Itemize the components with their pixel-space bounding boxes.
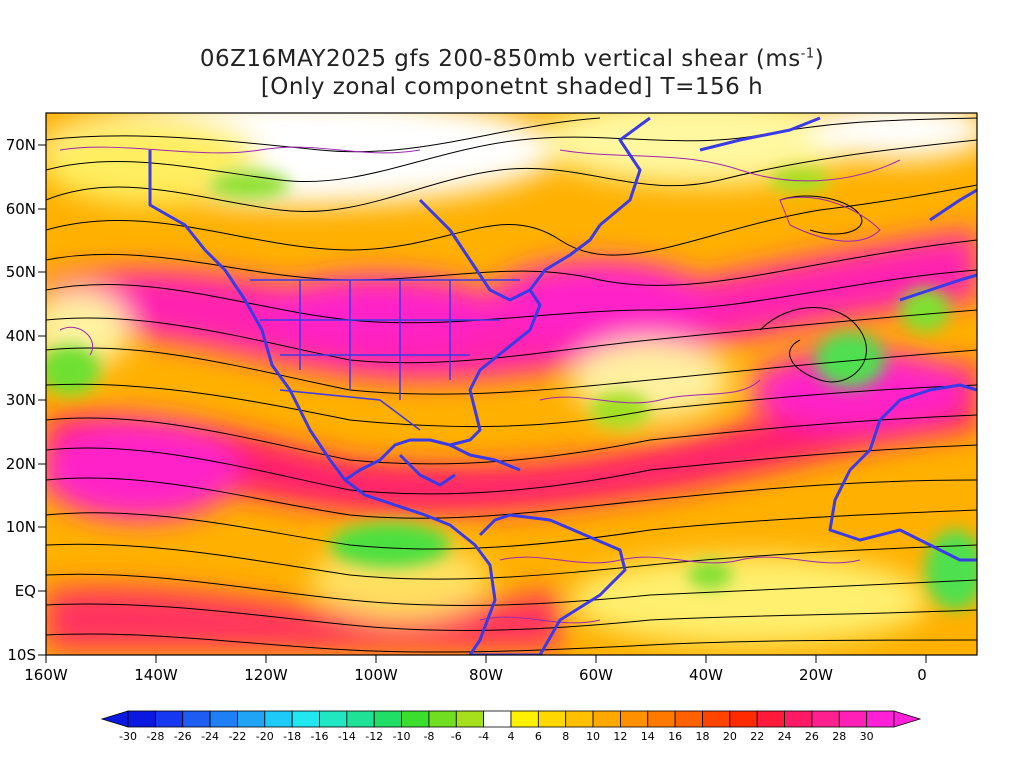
lon-label: 140W [134, 666, 178, 684]
lon-label: 100W [354, 666, 398, 684]
colorbar-label: -24 [201, 730, 219, 743]
colorbar-label: -6 [451, 730, 462, 743]
lat-label: 60N [6, 200, 36, 218]
title-line-2: [Only zonal componetnt shaded] T=156 h [260, 74, 764, 100]
lat-label: 10N [6, 518, 36, 536]
colorbar-label: 4 [508, 730, 515, 743]
colorbar-label: 16 [668, 730, 682, 743]
colorbar-label: -22 [228, 730, 246, 743]
colorbar-label: -10 [393, 730, 411, 743]
colorbar-swatch [811, 710, 840, 728]
colorbar-swatch [319, 710, 348, 728]
lat-label: 70N [6, 136, 36, 154]
colorbar-swatch [182, 710, 211, 728]
colorbar-label: -30 [119, 730, 137, 743]
colorbar-label: 6 [535, 730, 542, 743]
colorbar-arrow-right [893, 710, 922, 728]
colorbar-arrow-left [100, 710, 129, 728]
colorbar-swatch [784, 710, 813, 728]
colorbar-swatch [647, 710, 676, 728]
lat-label: 20N [6, 455, 36, 473]
map-frame [45, 112, 978, 656]
colorbar-swatch [565, 710, 594, 728]
colorbar-label: 8 [562, 730, 569, 743]
colorbar-label: 20 [723, 730, 737, 743]
lon-label: 160W [24, 666, 68, 684]
colorbar-swatch [729, 710, 758, 728]
contours [59, 146, 901, 624]
lon-label: 80W [469, 666, 503, 684]
title-superscript: -1 [800, 46, 815, 62]
lat-label: EQ [15, 582, 36, 600]
colorbar-swatch [291, 710, 320, 728]
colorbar-swatch [237, 710, 266, 728]
title-main: 06Z16MAY2025 gfs 200-850mb vertical shea… [199, 46, 801, 72]
tick-marks [38, 144, 927, 663]
colorbar-swatch [483, 710, 512, 728]
colorbar-label: 10 [586, 730, 600, 743]
colorbar-label: 14 [641, 730, 655, 743]
colorbar-swatch [674, 710, 703, 728]
lon-label: 60W [579, 666, 613, 684]
colorbar-swatch [209, 710, 238, 728]
colorbar-label: 12 [613, 730, 627, 743]
colorbar-swatch [702, 710, 731, 728]
colorbar-swatch [428, 710, 457, 728]
shaded-field [46, 113, 977, 655]
colorbar-swatch [510, 710, 539, 728]
colorbar-label: -4 [478, 730, 489, 743]
colorbar-swatch [756, 710, 785, 728]
state-borders [250, 279, 520, 431]
colorbar-label: 18 [696, 730, 710, 743]
colorbar-swatch [264, 710, 293, 728]
colorbar-swatch [592, 710, 621, 728]
colorbar-swatch [373, 710, 402, 728]
colorbar-swatch [537, 710, 567, 728]
title-end: ) [814, 46, 825, 72]
coastlines [148, 116, 977, 655]
colorbar-swatch [866, 710, 895, 728]
colorbar-label: -20 [256, 730, 274, 743]
colorbar-label: 28 [832, 730, 846, 743]
lat-label: 40N [6, 327, 36, 345]
colorbar-swatch [346, 710, 375, 728]
colorbar-swatch [127, 710, 156, 728]
colorbar-swatch [620, 710, 649, 728]
lat-label: 50N [6, 263, 36, 281]
colorbar-label: 22 [750, 730, 764, 743]
colorbar-label: -26 [174, 730, 192, 743]
colorbar-label: -16 [311, 730, 329, 743]
colorbar-swatch [154, 710, 184, 728]
colorbar-swatch [838, 710, 868, 728]
colorbar-label: 24 [778, 730, 792, 743]
colorbar-swatch [455, 710, 485, 728]
lon-label: 20W [799, 666, 833, 684]
lon-label: 120W [244, 666, 288, 684]
lat-label: 30N [6, 391, 36, 409]
lon-label: 0 [917, 666, 927, 684]
colorbar-label: -8 [423, 730, 434, 743]
lat-label: 10S [7, 646, 36, 664]
colorbar-label: -12 [365, 730, 383, 743]
colorbar-label: 30 [860, 730, 874, 743]
colorbar-label: 26 [805, 730, 819, 743]
title-line-1: 06Z16MAY2025 gfs 200-850mb vertical shea… [0, 46, 1024, 72]
lon-label: 40W [689, 666, 723, 684]
colorbar-label: -18 [283, 730, 301, 743]
colorbar-swatch [401, 710, 430, 728]
colorbar-label: -14 [338, 730, 356, 743]
colorbar: -30 -28 -26 -24 -22 -20 -18 -16 -14 -12 -10 -8 -6 -4 4… [100, 710, 922, 743]
colorbar-label: -28 [146, 730, 164, 743]
